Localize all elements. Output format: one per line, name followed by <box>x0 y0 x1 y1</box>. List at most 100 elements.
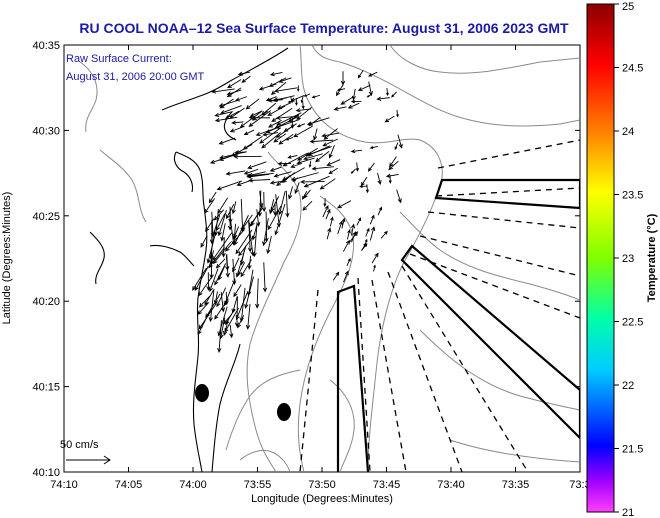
current-vector <box>252 223 258 258</box>
current-vector <box>229 324 234 339</box>
y-tick-label: 40:15 <box>32 382 60 394</box>
radar-site-polygons <box>336 178 580 472</box>
current-vector <box>302 200 313 211</box>
current-vector <box>247 220 253 253</box>
current-vector <box>250 205 264 227</box>
current-vector <box>236 179 251 187</box>
current-vector <box>251 224 258 241</box>
current-vector <box>389 156 397 168</box>
current-vector <box>274 87 298 93</box>
current-vector <box>295 98 298 106</box>
current-vector <box>319 178 336 190</box>
current-vector <box>214 263 227 286</box>
current-vector <box>267 98 284 103</box>
colorbar-tick-label: 23.5 <box>622 190 643 202</box>
current-vector <box>274 204 286 236</box>
current-vector <box>342 239 350 252</box>
current-vector <box>231 201 237 215</box>
current-vector <box>290 117 295 129</box>
current-vector <box>285 137 294 141</box>
x-tick-label: 74:05 <box>115 479 143 491</box>
current-vector <box>204 290 214 306</box>
current-vector <box>368 81 373 97</box>
current-vector <box>277 161 292 166</box>
x-tick-label: 74:10 <box>50 479 78 491</box>
current-vector <box>246 173 274 178</box>
current-vector <box>233 226 240 239</box>
current-vector <box>377 172 382 186</box>
current-vector <box>341 217 346 229</box>
current-vector <box>261 132 282 149</box>
current-vector <box>247 161 267 170</box>
current-vector <box>365 184 369 194</box>
current-vector <box>194 265 209 291</box>
current-vector <box>211 88 235 94</box>
current-vector <box>275 194 281 228</box>
current-vector <box>220 223 226 242</box>
current-vector <box>377 206 383 216</box>
current-vector <box>224 291 229 306</box>
current-vector <box>265 127 277 134</box>
current-vector <box>243 129 255 136</box>
y-tick-label: 40:30 <box>32 125 60 137</box>
current-vector <box>322 204 329 218</box>
current-vector <box>239 287 246 323</box>
current-vector <box>343 270 349 283</box>
current-vector <box>337 220 343 235</box>
current-vector <box>231 120 244 125</box>
current-vector <box>197 309 212 336</box>
current-vector <box>208 268 219 293</box>
current-vector <box>219 151 247 160</box>
scale-arrow-icon <box>66 455 111 465</box>
current-vector <box>361 242 367 251</box>
current-vector <box>396 189 402 204</box>
current-vector <box>301 100 305 110</box>
current-vector <box>376 96 390 101</box>
current-vector <box>307 145 331 156</box>
x-tick-label: 73:45 <box>373 479 401 491</box>
current-vector <box>369 226 376 241</box>
current-vector <box>264 211 269 243</box>
scale-label: 50 cm/s <box>60 439 99 451</box>
x-tick-label: 74:00 <box>179 479 207 491</box>
current-vector <box>248 110 271 127</box>
current-vector <box>311 166 334 171</box>
current-vector <box>209 219 214 245</box>
current-vector <box>308 160 312 168</box>
current-vector <box>315 151 330 163</box>
current-vector <box>288 186 293 200</box>
current-vector <box>213 209 225 221</box>
current-vector <box>294 182 300 195</box>
x-tick-label: 73:35 <box>502 479 530 491</box>
current-vector <box>303 93 311 97</box>
current-vector <box>285 190 290 218</box>
current-vector <box>360 176 368 187</box>
current-vector <box>276 112 302 126</box>
current-vector <box>233 154 262 159</box>
current-vector <box>295 108 312 113</box>
current-vector <box>356 217 362 226</box>
current-vector <box>217 209 227 237</box>
current-vector <box>216 180 242 191</box>
current-vector <box>243 168 259 175</box>
x-axis: 74:10 74:05 74:00 73:55 73:50 73:45 73:40 73:35… <box>50 45 591 491</box>
current-vector <box>300 179 325 185</box>
current-vector <box>313 128 318 141</box>
y-axis-title: Latitude (Degrees:Minutes) <box>1 192 13 325</box>
current-vector <box>357 70 364 79</box>
current-vector <box>256 209 261 227</box>
current-vector <box>278 190 286 216</box>
current-vector <box>278 77 292 83</box>
current-vector <box>296 123 306 128</box>
colorbar-tick-label: 22.5 <box>622 317 643 329</box>
current-vector <box>369 214 375 225</box>
current-vector <box>340 96 354 105</box>
current-vector <box>212 232 233 261</box>
current-vector <box>212 214 221 237</box>
current-vector <box>220 105 242 115</box>
current-vector <box>274 119 300 129</box>
current-vector <box>267 205 282 231</box>
current-vector <box>303 153 323 161</box>
y-tick-label: 40:10 <box>32 467 60 479</box>
surface-current-vectors <box>192 70 403 353</box>
